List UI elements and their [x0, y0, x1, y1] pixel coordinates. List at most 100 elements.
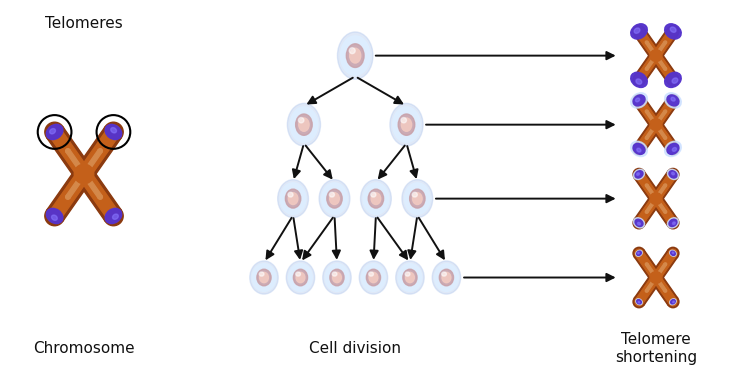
- Ellipse shape: [293, 269, 308, 286]
- Ellipse shape: [667, 247, 679, 259]
- Ellipse shape: [401, 118, 406, 123]
- Ellipse shape: [45, 206, 64, 226]
- Ellipse shape: [669, 171, 677, 178]
- Ellipse shape: [633, 143, 645, 155]
- Polygon shape: [634, 250, 661, 281]
- Polygon shape: [645, 41, 656, 54]
- Ellipse shape: [78, 167, 91, 181]
- Polygon shape: [84, 149, 102, 172]
- Ellipse shape: [74, 164, 94, 184]
- Ellipse shape: [412, 193, 422, 205]
- Ellipse shape: [432, 261, 460, 294]
- Ellipse shape: [440, 269, 454, 286]
- Ellipse shape: [359, 261, 388, 294]
- Ellipse shape: [652, 121, 660, 129]
- Ellipse shape: [645, 110, 648, 113]
- Ellipse shape: [656, 274, 659, 277]
- Ellipse shape: [664, 263, 667, 266]
- Ellipse shape: [672, 252, 674, 253]
- Ellipse shape: [280, 183, 306, 214]
- Ellipse shape: [278, 180, 309, 218]
- Ellipse shape: [406, 272, 410, 276]
- Ellipse shape: [257, 269, 271, 286]
- Ellipse shape: [442, 272, 446, 276]
- Ellipse shape: [633, 217, 645, 229]
- Ellipse shape: [645, 263, 648, 266]
- Ellipse shape: [650, 119, 662, 131]
- Ellipse shape: [396, 261, 424, 294]
- Ellipse shape: [633, 94, 645, 107]
- Ellipse shape: [286, 261, 314, 294]
- Polygon shape: [651, 121, 678, 152]
- Ellipse shape: [360, 180, 391, 218]
- Ellipse shape: [667, 217, 679, 229]
- Ellipse shape: [74, 164, 94, 184]
- Ellipse shape: [664, 289, 667, 292]
- Ellipse shape: [442, 272, 451, 283]
- Ellipse shape: [650, 119, 662, 131]
- Ellipse shape: [665, 24, 682, 39]
- Ellipse shape: [332, 272, 337, 276]
- Ellipse shape: [633, 74, 645, 86]
- Ellipse shape: [296, 272, 300, 276]
- Ellipse shape: [630, 72, 648, 87]
- Ellipse shape: [290, 107, 317, 142]
- Ellipse shape: [635, 219, 643, 226]
- Ellipse shape: [652, 121, 660, 129]
- Ellipse shape: [638, 222, 640, 225]
- Polygon shape: [656, 279, 667, 292]
- Ellipse shape: [645, 184, 648, 186]
- Ellipse shape: [406, 272, 414, 283]
- Ellipse shape: [107, 209, 120, 223]
- Ellipse shape: [636, 250, 642, 256]
- Ellipse shape: [337, 32, 373, 79]
- Ellipse shape: [667, 218, 679, 228]
- Ellipse shape: [638, 252, 639, 254]
- Ellipse shape: [45, 122, 64, 142]
- Ellipse shape: [289, 193, 298, 205]
- Polygon shape: [78, 170, 119, 220]
- Polygon shape: [653, 172, 676, 201]
- Ellipse shape: [669, 219, 677, 226]
- Ellipse shape: [402, 180, 433, 218]
- Polygon shape: [651, 52, 678, 83]
- Ellipse shape: [633, 95, 645, 106]
- Ellipse shape: [670, 251, 676, 255]
- Ellipse shape: [669, 219, 677, 227]
- Ellipse shape: [401, 118, 411, 131]
- Ellipse shape: [329, 192, 334, 197]
- Ellipse shape: [259, 272, 264, 276]
- Polygon shape: [656, 41, 667, 54]
- Polygon shape: [653, 122, 676, 151]
- Ellipse shape: [636, 251, 642, 255]
- Polygon shape: [78, 128, 119, 178]
- Ellipse shape: [74, 164, 94, 184]
- Polygon shape: [634, 274, 661, 305]
- Text: Telomere
shortening: Telomere shortening: [615, 332, 697, 365]
- Ellipse shape: [630, 93, 648, 108]
- Ellipse shape: [635, 27, 643, 36]
- Ellipse shape: [362, 264, 386, 291]
- Ellipse shape: [322, 183, 347, 214]
- Ellipse shape: [340, 36, 370, 75]
- Ellipse shape: [636, 173, 639, 175]
- Ellipse shape: [636, 98, 639, 102]
- Ellipse shape: [652, 195, 660, 203]
- Ellipse shape: [637, 148, 641, 152]
- Ellipse shape: [636, 79, 642, 84]
- Ellipse shape: [403, 269, 417, 286]
- Ellipse shape: [52, 215, 57, 221]
- Ellipse shape: [670, 300, 676, 304]
- Polygon shape: [66, 176, 84, 198]
- Ellipse shape: [667, 169, 679, 179]
- Ellipse shape: [667, 95, 679, 106]
- Ellipse shape: [287, 103, 320, 146]
- Ellipse shape: [650, 193, 662, 205]
- Ellipse shape: [104, 206, 123, 226]
- Ellipse shape: [650, 50, 662, 61]
- Ellipse shape: [652, 121, 660, 129]
- Ellipse shape: [645, 289, 648, 292]
- Ellipse shape: [48, 125, 61, 139]
- Ellipse shape: [652, 51, 660, 60]
- Ellipse shape: [636, 299, 642, 305]
